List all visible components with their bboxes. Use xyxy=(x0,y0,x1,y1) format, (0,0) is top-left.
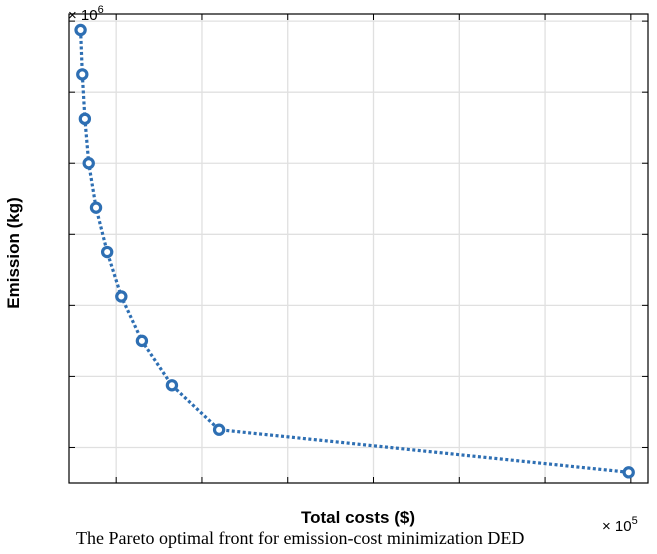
y-axis-label: Emission (kg) xyxy=(4,197,23,308)
data-point xyxy=(135,334,149,348)
data-point xyxy=(76,68,89,81)
data-point xyxy=(74,23,87,37)
figure-caption: The Pareto optimal front for emission-co… xyxy=(76,528,525,548)
data-point xyxy=(100,245,114,259)
y-multiplier: × 106 xyxy=(68,4,104,24)
data-point xyxy=(82,157,95,170)
axis-ticks xyxy=(69,14,648,483)
x-multiplier: × 105 xyxy=(602,515,638,535)
data-point xyxy=(622,466,635,479)
data-point xyxy=(115,290,128,303)
data-point xyxy=(165,379,179,392)
plot-frame xyxy=(68,13,649,484)
grid-lines xyxy=(69,14,648,483)
series-points xyxy=(74,23,635,479)
series-line xyxy=(79,29,629,474)
data-point xyxy=(212,423,226,436)
data-point xyxy=(89,201,103,214)
data-point xyxy=(78,112,92,126)
x-axis-label: Total costs ($) xyxy=(301,508,415,527)
